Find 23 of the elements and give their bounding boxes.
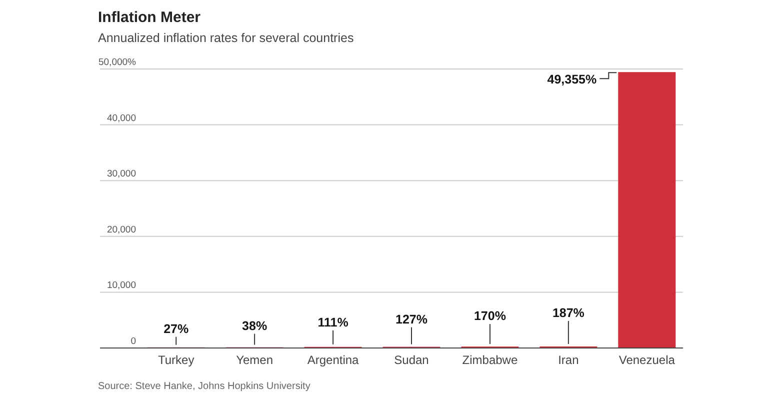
data-label: 27% bbox=[164, 322, 189, 336]
y-tick-label: 20,000 bbox=[106, 224, 136, 236]
chart-subtitle: Annualized inflation rates for several countries bbox=[98, 31, 354, 45]
y-tick-label: 30,000 bbox=[106, 168, 136, 180]
data-label: 111% bbox=[318, 315, 348, 330]
data-label: 127% bbox=[396, 312, 428, 326]
x-tick-label: Argentina bbox=[307, 353, 360, 367]
data-label: 187% bbox=[552, 306, 584, 320]
y-tick-label: 0 bbox=[130, 336, 136, 347]
x-tick-label: Yemen bbox=[236, 353, 274, 367]
data-label: 170% bbox=[474, 309, 506, 324]
data-label: 38% bbox=[242, 318, 268, 333]
source-note: Source: Steve Hanke, Johns Hopkins University bbox=[98, 381, 310, 392]
x-tick-label: Turkey bbox=[158, 353, 194, 367]
x-tick-label: Venezuela bbox=[618, 353, 676, 367]
y-tick-label: 10,000 bbox=[106, 280, 136, 292]
y-tick-label: 50,000% bbox=[98, 57, 137, 68]
x-tick-label: Sudan bbox=[394, 353, 429, 367]
chart-title: Inflation Meter bbox=[98, 9, 201, 26]
y-tick-label: 40,000 bbox=[106, 112, 136, 124]
data-label: 49,355% bbox=[547, 72, 597, 87]
x-tick-label: Iran bbox=[558, 353, 579, 367]
x-tick-label: Zimbabwe bbox=[462, 353, 518, 367]
